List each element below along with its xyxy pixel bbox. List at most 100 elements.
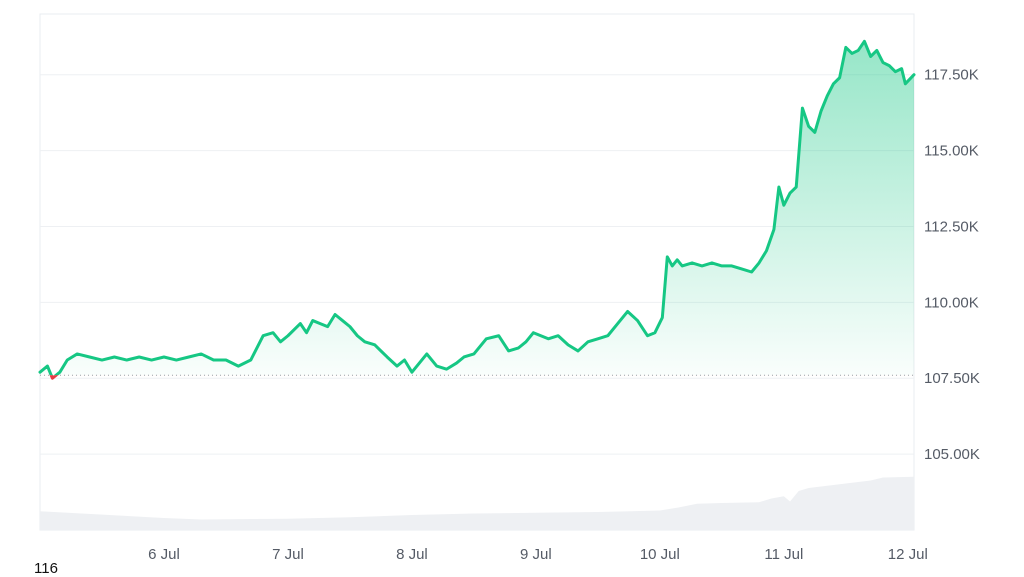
price-point[interactable] (670, 264, 674, 268)
price-point[interactable] (410, 370, 414, 374)
price-point[interactable] (305, 331, 309, 335)
price-point[interactable] (665, 255, 669, 259)
price-point[interactable] (586, 340, 590, 344)
price-point[interactable] (831, 82, 835, 86)
price-point[interactable] (660, 316, 664, 320)
price-point[interactable] (355, 334, 359, 338)
price-point[interactable] (893, 70, 897, 74)
price-point[interactable] (187, 355, 191, 359)
price-point[interactable] (445, 367, 449, 371)
price-point[interactable] (524, 340, 528, 344)
price-point[interactable] (249, 358, 253, 362)
price-point[interactable] (596, 337, 600, 341)
price-point[interactable] (645, 334, 649, 338)
price-point[interactable] (212, 358, 216, 362)
price-point[interactable] (788, 191, 792, 195)
price-point[interactable] (402, 358, 406, 362)
price-point[interactable] (348, 325, 352, 329)
price-point[interactable] (45, 364, 49, 368)
price-point[interactable] (675, 258, 679, 262)
price-point[interactable] (850, 51, 854, 55)
price-point[interactable] (236, 364, 240, 368)
price-point[interactable] (875, 48, 879, 52)
price-point[interactable] (385, 355, 389, 359)
price-point[interactable] (472, 352, 476, 356)
price-point[interactable] (690, 261, 694, 265)
price-point[interactable] (606, 334, 610, 338)
price-point[interactable] (862, 39, 866, 43)
price-point[interactable] (730, 264, 734, 268)
price-point[interactable] (700, 264, 704, 268)
price-line-up[interactable] (38, 39, 916, 378)
price-point[interactable] (174, 358, 178, 362)
price-point[interactable] (777, 185, 781, 189)
price-point[interactable] (112, 355, 116, 359)
price-point[interactable] (517, 346, 521, 350)
price-point[interactable] (497, 334, 501, 338)
price-point[interactable] (150, 358, 154, 362)
price-point[interactable] (794, 185, 798, 189)
price-point[interactable] (75, 352, 79, 356)
price-point[interactable] (626, 309, 630, 313)
price-point[interactable] (887, 64, 891, 68)
price-point[interactable] (100, 358, 104, 362)
price-point[interactable] (199, 352, 203, 356)
price-point[interactable] (740, 267, 744, 271)
price-point[interactable] (616, 322, 620, 326)
price-point[interactable] (750, 270, 754, 274)
price-point[interactable] (813, 130, 817, 134)
price-point[interactable] (484, 337, 488, 341)
price-point[interactable] (162, 355, 166, 359)
price-point[interactable] (556, 334, 560, 338)
price-point[interactable] (417, 361, 421, 365)
price-point[interactable] (912, 73, 916, 77)
price-point[interactable] (333, 312, 337, 316)
price-point[interactable] (363, 340, 367, 344)
price-point[interactable] (58, 370, 62, 374)
price-point[interactable] (680, 264, 684, 268)
price-point[interactable] (566, 343, 570, 347)
price-point[interactable] (435, 364, 439, 368)
price-point[interactable] (825, 94, 829, 98)
price-point[interactable] (261, 334, 265, 338)
price-point[interactable] (764, 249, 768, 253)
price-point[interactable] (881, 61, 885, 65)
price-point[interactable] (819, 109, 823, 113)
price-point[interactable] (757, 261, 761, 265)
price-point[interactable] (425, 352, 429, 356)
price-point[interactable] (38, 370, 42, 374)
price-point[interactable] (298, 322, 302, 326)
price-point[interactable] (137, 355, 141, 359)
price-point[interactable] (395, 364, 399, 368)
price-point[interactable] (539, 334, 543, 338)
price-point[interactable] (286, 334, 290, 338)
price-point[interactable] (844, 45, 848, 49)
price-point[interactable] (546, 337, 550, 341)
price-point[interactable] (720, 264, 724, 268)
price-point[interactable] (455, 361, 459, 365)
price-point[interactable] (50, 376, 54, 380)
price-point[interactable] (576, 349, 580, 353)
price-point[interactable] (900, 67, 904, 71)
price-line[interactable] (38, 39, 916, 380)
price-point[interactable] (462, 355, 466, 359)
price-point[interactable] (772, 228, 776, 232)
price-point[interactable] (224, 358, 228, 362)
price-point[interactable] (903, 82, 907, 86)
price-point[interactable] (782, 203, 786, 207)
price-point[interactable] (271, 331, 275, 335)
price-point[interactable] (318, 322, 322, 326)
price-point[interactable] (800, 106, 804, 110)
price-point[interactable] (326, 325, 330, 329)
price-point[interactable] (869, 54, 873, 58)
price-point[interactable] (856, 48, 860, 52)
price-point[interactable] (507, 349, 511, 353)
price-point[interactable] (125, 358, 129, 362)
price-point[interactable] (838, 76, 842, 80)
price-point[interactable] (531, 331, 535, 335)
price-point[interactable] (311, 319, 315, 323)
price-point[interactable] (653, 331, 657, 335)
price-point[interactable] (340, 319, 344, 323)
price-point[interactable] (65, 358, 69, 362)
